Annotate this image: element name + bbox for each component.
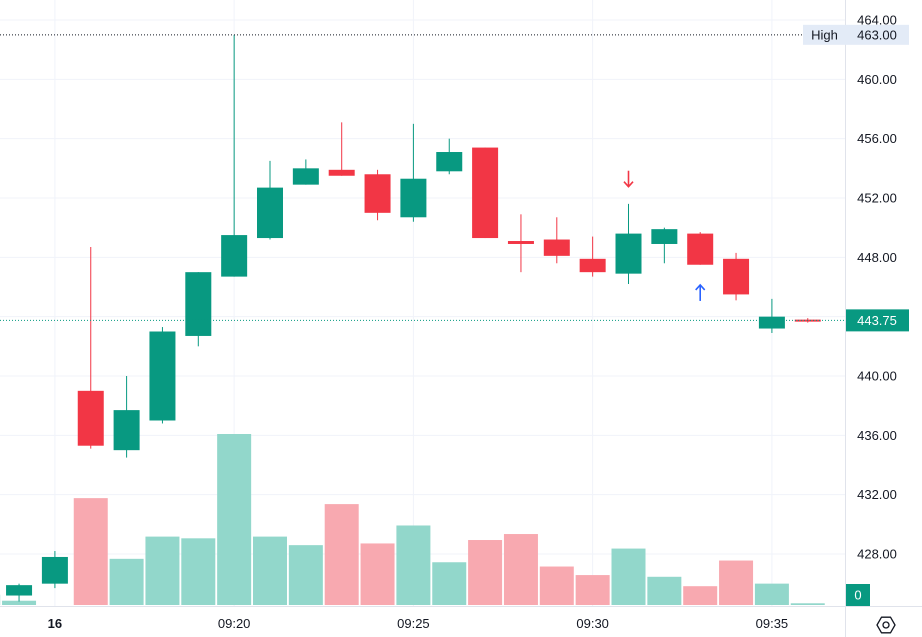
volume-bar — [575, 575, 610, 605]
volume-bar — [432, 562, 467, 605]
volume-bar — [719, 560, 754, 605]
price-axis[interactable] — [846, 0, 922, 606]
volume-bars — [0, 434, 825, 605]
candle-body — [6, 585, 33, 596]
candle-body — [328, 169, 355, 176]
high-value-tag: 463.00 — [857, 27, 897, 42]
volume-bar — [217, 434, 252, 605]
down-arrow-icon — [623, 170, 634, 188]
candle-body — [113, 410, 140, 451]
price-tick-label: 432.00 — [857, 487, 897, 502]
arrow-head — [623, 181, 634, 188]
volume-bar — [109, 558, 144, 605]
candle-body — [292, 168, 319, 185]
candle-body — [615, 233, 642, 274]
volume-bar — [611, 548, 646, 605]
up-arrow-icon — [695, 283, 706, 301]
price-tags: High 463.00 443.75 0 — [803, 24, 909, 606]
price-tick-label: 436.00 — [857, 428, 897, 443]
high-value-tag-bg — [846, 24, 909, 45]
volume-bar — [181, 538, 216, 605]
candle-body — [364, 174, 391, 213]
volume-bar — [683, 586, 718, 605]
volume-bar — [539, 566, 574, 605]
price-tick-label: 448.00 — [857, 250, 897, 265]
time-tick-label: 09:35 — [756, 616, 789, 631]
candle-body — [149, 331, 176, 421]
time-tick-label: 16 — [48, 616, 62, 631]
volume-bar — [754, 583, 789, 605]
candle-body — [77, 390, 104, 446]
candle-body — [400, 178, 427, 218]
volume-bar — [503, 534, 538, 605]
volume-bar — [324, 504, 359, 605]
arrow-head — [695, 283, 706, 291]
price-tick-label: 464.00 — [857, 13, 897, 28]
volume-tag-bg — [846, 584, 870, 606]
candle-body — [723, 258, 750, 295]
high-label: High — [811, 27, 838, 42]
candle-body — [472, 147, 499, 239]
volume-bar — [360, 543, 395, 605]
last-price-tag-bg — [846, 309, 909, 332]
candle-body — [257, 187, 283, 239]
settings-button[interactable] — [876, 616, 896, 634]
candle-body — [185, 272, 212, 336]
price-tick-label: 440.00 — [857, 368, 897, 383]
volume-bar — [2, 600, 37, 605]
candle-body — [651, 229, 678, 244]
volume-bar — [253, 536, 287, 605]
time-axis-ticks: 16 09:20 09:25 09:30 09:35 — [48, 616, 789, 631]
high-label-bg — [803, 24, 846, 45]
price-tick-label: 456.00 — [857, 131, 897, 146]
candles — [6, 34, 821, 602]
price-tick-label: 460.00 — [857, 72, 897, 87]
time-tick-label: 09:20 — [218, 616, 251, 631]
candle-body — [579, 258, 606, 273]
last-price-tag: 443.75 — [857, 313, 897, 328]
candle-body — [41, 556, 68, 584]
volume-bar — [790, 603, 825, 605]
volume-bar — [647, 576, 682, 605]
time-tick-label: 09:25 — [397, 616, 430, 631]
time-tick-label: 09:30 — [576, 616, 609, 631]
volume-bar — [468, 540, 503, 605]
price-tick-label: 428.00 — [857, 546, 897, 561]
volume-bar — [145, 536, 180, 605]
grid — [0, 0, 845, 606]
candle-body — [507, 241, 534, 244]
volume-bar — [73, 498, 108, 605]
volume-bar — [288, 545, 323, 605]
price-lines — [0, 34, 845, 321]
candle-body — [687, 233, 714, 265]
candle-body — [221, 235, 248, 277]
volume-bar — [396, 525, 431, 605]
gear-icon — [876, 616, 896, 634]
gear-icon-center — [882, 621, 890, 629]
candle-body — [758, 316, 785, 329]
signal-markers — [623, 170, 706, 301]
candle-body — [436, 152, 463, 172]
volume-tag: 0 — [854, 588, 861, 603]
price-tick-label: 452.00 — [857, 190, 897, 205]
candle-body — [543, 239, 570, 256]
